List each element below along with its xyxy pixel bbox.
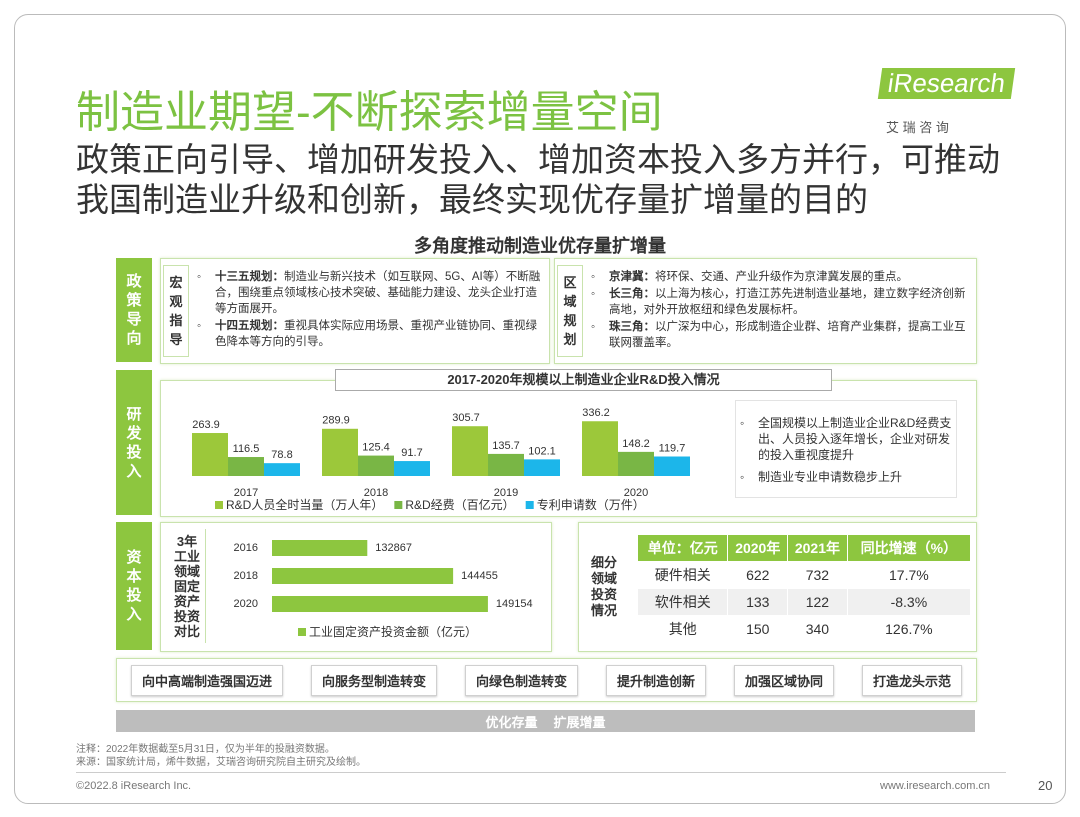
item-text: 重视具体实际应用场景、重视产业链协同、重视绿色降本等方向的引导。 — [215, 320, 537, 348]
note: 注释：2022年数据截至5月31日，仅为半年的投融资数据。 — [76, 744, 335, 755]
table-head: 单位：亿元 2020年 2021年 同比增速（%） — [636, 534, 972, 562]
item-head: 京津冀： — [609, 271, 655, 283]
logo-cn: 艾 瑞 咨 询 — [886, 120, 949, 135]
url: www.iresearch.com.cn — [880, 780, 991, 792]
item-head: 十三五规划： — [215, 271, 284, 283]
note: 来源：国家统计局，烯牛数据，艾瑞咨询研究院自主研究及绘制。 — [76, 757, 366, 768]
action: 向绿色制造转变 — [464, 664, 578, 696]
list: 京津冀：将环保、交通、产业升级作为京津冀发展的重点。长三角：以上海为核心，打造江… — [587, 269, 967, 352]
cell: 340 — [787, 615, 848, 643]
item-head: 长三角： — [609, 288, 655, 300]
item-head: 十四五规划： — [215, 320, 284, 332]
row-label: 研发投入 — [116, 370, 152, 515]
cell: 126.7% — [846, 615, 972, 643]
note: 全国规模以上制造业企业R&D经费支出、人员投入逐年增长，企业对研发的投入重视度提… — [736, 415, 956, 463]
header-cell: 单位：亿元 — [636, 534, 729, 562]
goal-bar: 优化存量 扩展增量 — [116, 710, 975, 732]
title: 3年工业领域固定资产投资对比 — [173, 533, 200, 639]
row-label: 政策导向 — [116, 258, 152, 362]
header-cell: 同比增速（%） — [846, 534, 972, 562]
item-text: 制造业与新兴技术（如互联网、5G、AI等）不断融合，围绕重点领域核心技术突破、基… — [215, 271, 541, 315]
list-item: 十三五规划：制造业与新兴技术（如互联网、5G、AI等）不断融合，围绕重点领域核心… — [193, 269, 543, 317]
actions: 向中高端制造强国迈进 向服务型制造转变 向绿色制造转变 提升制造创新 加强区域协同 打造龙… — [116, 658, 977, 702]
cell: 622 — [727, 561, 789, 589]
sub-label: 区域规划 — [557, 265, 583, 357]
notes: 全国规模以上制造业企业R&D经费支出、人员投入逐年增长，企业对研发的投入重视度提… — [735, 400, 957, 498]
subtitle: 政策正向引导、增加研发投入、增加资本投入多方并行，可推动我国制造业升级和创新，最… — [76, 141, 1000, 218]
title: 制造业期望-不断探索增量空间 — [76, 88, 663, 137]
page-number: 20 — [1038, 778, 1053, 793]
footnotes: 注释：2022年数据截至5月31日，仅为半年的投融资数据。来源：国家统计局，烯牛… — [76, 743, 366, 769]
row: 单位：亿元 2020年 2021年 同比增速（%） — [636, 534, 972, 562]
goal: 优化存量 — [485, 714, 538, 730]
label: 政策导向 — [126, 273, 142, 347]
list-item: 珠三角：以广深为中心，形成制造企业群、培育产业集群，提高工业互联网覆盖率。 — [587, 319, 967, 351]
cell: 软件相关 — [636, 588, 729, 616]
section-title: 多角度推动制造业优存量扩增量 — [414, 236, 666, 256]
item-text: 以上海为核心，打造江苏先进制造业基地，建立数字经济创新高地，对外开放枢纽和绿色发… — [609, 288, 966, 316]
table: 单位：亿元 2020年 2021年 同比增速（%） 硬件相关 622 732 17.7% 软件相… — [636, 534, 972, 643]
action: 向服务型制造转变 — [310, 664, 437, 696]
chart-title: 3年工业领域固定资产投资对比 — [169, 529, 206, 643]
list-item: 十四五规划：重视具体实际应用场景、重视产业链协同、重视绿色降本等方向的引导。 — [193, 318, 543, 350]
row: 软件相关 133 122 -8.3% — [636, 588, 972, 616]
item-text: 以广深为中心，形成制造企业群、培育产业集群，提高工业互联网覆盖率。 — [609, 321, 966, 349]
goal: 扩展增量 — [553, 714, 606, 730]
capital-box: 3年工业领域固定资产投资对比 — [160, 522, 552, 652]
table-box: 细分领域投资情况 单位：亿元 2020年 2021年 同比增速（%） 硬件相关 622 73… — [578, 522, 977, 652]
item-text: 将环保、交通、产业升级作为京津冀发展的重点。 — [655, 271, 908, 283]
label: 区域规划 — [563, 275, 577, 347]
label: 细分领域投资情况 — [590, 555, 617, 618]
row-label: 资本投入 — [116, 522, 152, 650]
action: 加强区域协同 — [733, 664, 834, 696]
cell: -8.3% — [846, 588, 972, 616]
row: 其他 150 340 126.7% — [636, 615, 972, 643]
table-body: 硬件相关 622 732 17.7% 软件相关 133 122 -8.3% 其他 150 340 12… — [636, 561, 972, 643]
list-item: 长三角：以上海为核心，打造江苏先进制造业基地，建立数字经济创新高地，对外开放枢纽… — [587, 286, 967, 318]
item-head: 珠三角： — [609, 321, 655, 333]
cell: 17.7% — [846, 561, 972, 589]
sub-label: 宏观指导 — [163, 265, 189, 357]
cell: 150 — [727, 615, 789, 643]
cell: 硬件相关 — [636, 561, 729, 589]
cell: 133 — [727, 588, 789, 616]
action: 向中高端制造强国迈进 — [130, 664, 283, 696]
cell: 122 — [787, 588, 848, 616]
header-cell: 2021年 — [787, 534, 848, 562]
region-box: 区域规划 京津冀：将环保、交通、产业升级作为京津冀发展的重点。长三角：以上海为核… — [554, 258, 977, 364]
label: 研发投入 — [126, 405, 142, 480]
rule — [76, 772, 1006, 773]
cell: 732 — [787, 561, 848, 589]
logo: iResearch — [877, 68, 1016, 99]
list-item: 京津冀：将环保、交通、产业升级作为京津冀发展的重点。 — [587, 269, 967, 285]
cell: 其他 — [636, 615, 729, 643]
label: 宏观指导 — [169, 275, 183, 347]
macro-box: 宏观指导 十三五规划：制造业与新兴技术（如互联网、5G、AI等）不断融合，围绕重… — [160, 258, 550, 364]
note: 制造业专业申请数稳步上升 — [736, 469, 956, 485]
row: 硬件相关 622 732 17.7% — [636, 561, 972, 589]
chart-title: 2017-2020年规模以上制造业企业R&D投入情况 — [335, 369, 832, 391]
sub-label: 细分领域投资情况 — [585, 533, 623, 641]
header-cell: 2020年 — [727, 534, 789, 562]
label: 资本投入 — [126, 549, 142, 623]
list: 十三五规划：制造业与新兴技术（如互联网、5G、AI等）不断融合，围绕重点领域核心… — [193, 269, 543, 351]
action: 打造龙头示范 — [861, 664, 962, 696]
copyright: ©2022.8 iResearch Inc. — [76, 780, 192, 792]
action: 提升制造创新 — [605, 664, 706, 696]
frame — [14, 14, 1066, 804]
